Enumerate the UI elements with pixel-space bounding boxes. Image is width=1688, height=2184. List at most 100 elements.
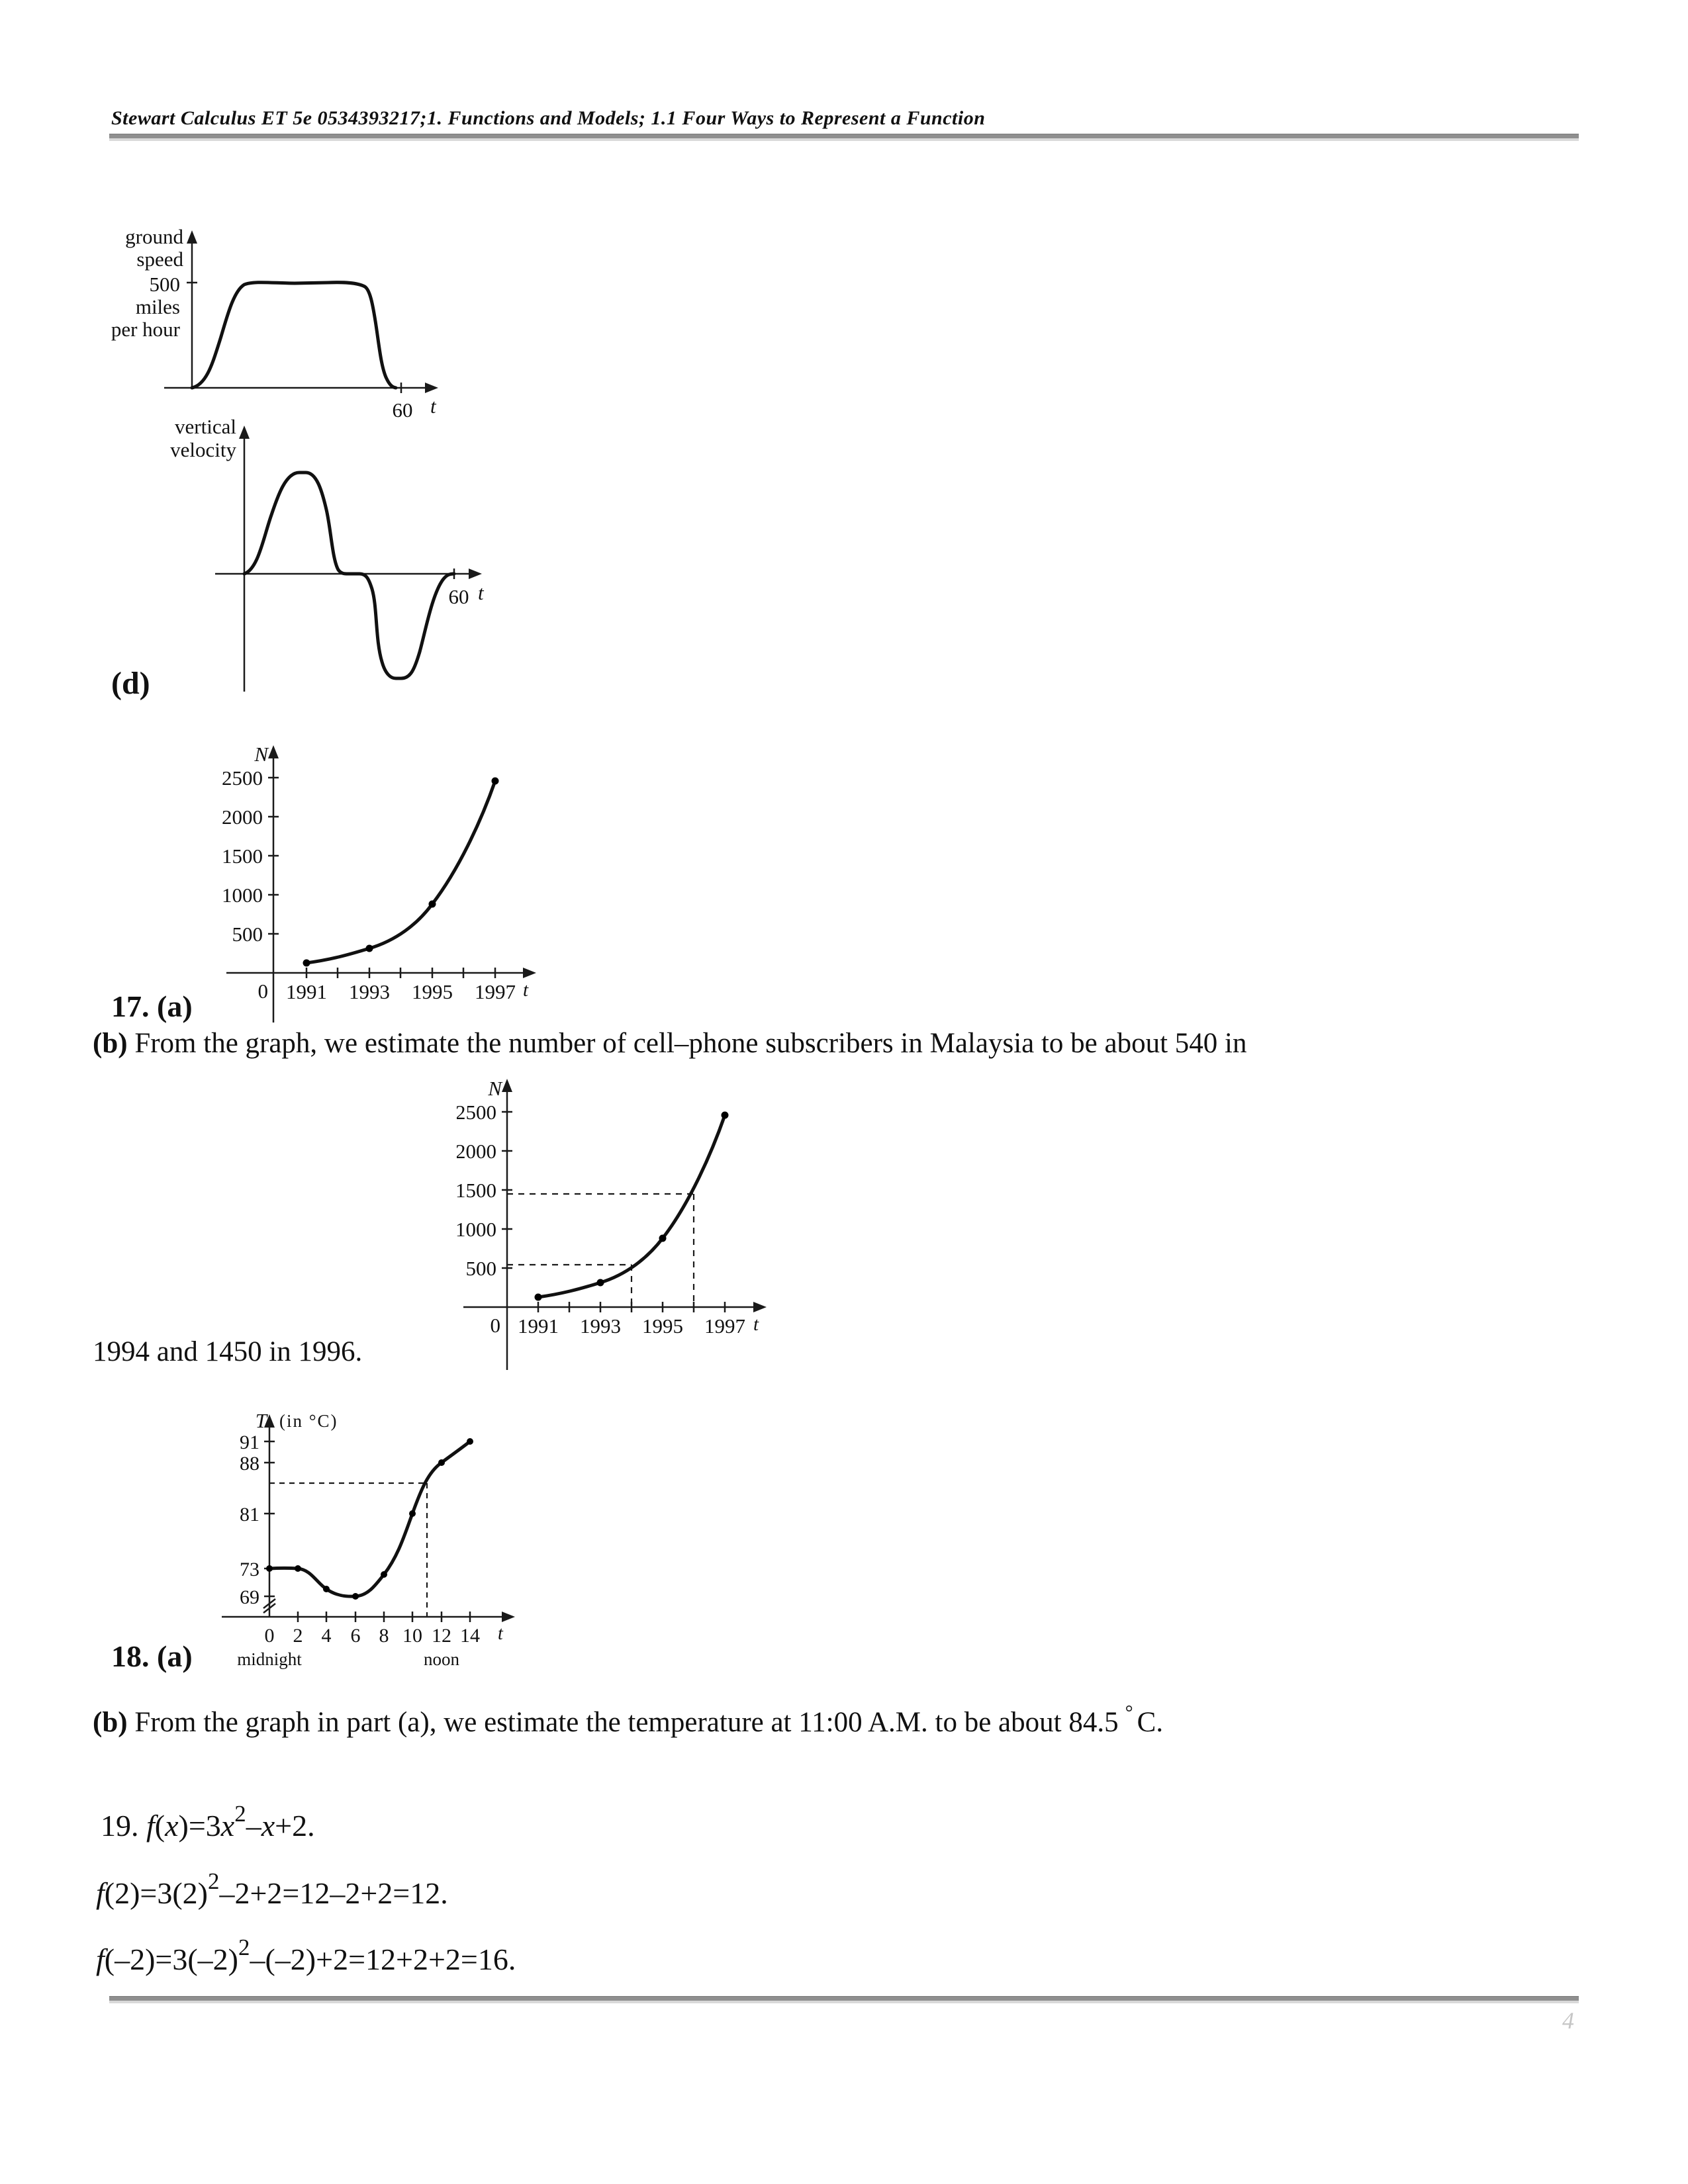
temperature-curve	[267, 1439, 472, 1598]
xtick-label: 60	[449, 585, 469, 608]
data-point	[534, 1293, 542, 1301]
ytick-label: 91	[240, 1432, 259, 1453]
item-17a-label: 17. (a)	[111, 989, 193, 1023]
footer-rule	[109, 1996, 1579, 2003]
data-point	[491, 777, 499, 785]
data-point	[266, 1565, 273, 1572]
ytick-label: 2500	[457, 1101, 496, 1124]
ytick-label: 88	[240, 1453, 259, 1475]
xtick-label: 8	[379, 1625, 389, 1647]
solution-17b-text: (b) From the graph, we estimate the numb…	[93, 1028, 1247, 1059]
data-point	[596, 1279, 604, 1287]
yaxis-label: speed	[136, 248, 183, 271]
xtick-label: 12	[432, 1625, 451, 1647]
formula-19: 19. f(x)=3x2–x+2.	[101, 1801, 315, 1843]
data-point	[295, 1565, 301, 1572]
page-header: Stewart Calculus ET 5e 0534393217;1. Fun…	[111, 107, 986, 129]
ytick-label: 1500	[222, 844, 263, 868]
ground-speed-curve	[190, 281, 398, 390]
xtick-label: 6	[351, 1625, 361, 1647]
page-number: 4	[1562, 2007, 1574, 2034]
yaxis-arrow	[264, 1414, 275, 1428]
degree-symbol: °	[1125, 1701, 1133, 1724]
formula-fneg2: f(–2)=3(–2)2–(–2)+2=12+2+2=16.	[96, 1934, 516, 1976]
xtick-label: 1991	[518, 1314, 559, 1338]
data-point	[323, 1586, 330, 1592]
yaxis-var: N	[487, 1077, 503, 1100]
xtick-label: 60	[393, 398, 413, 422]
ytick-label: 1000	[222, 884, 263, 907]
data-point	[381, 1571, 387, 1578]
part-b-label: (b)	[93, 1028, 128, 1059]
temperature-graph: T (in °C) 91 88 81 73 69 0 2 4 6 8 10 12…	[222, 1409, 515, 1669]
ytick-label: 69	[240, 1586, 259, 1608]
ytick-label: 2000	[222, 805, 263, 829]
header-rule	[109, 134, 1579, 141]
data-point	[438, 1459, 445, 1466]
data-point	[303, 959, 310, 967]
midnight-label: midnight	[237, 1649, 302, 1669]
origin-label: 0	[258, 979, 269, 1003]
data-point	[428, 900, 436, 908]
xtick-label: 4	[322, 1625, 332, 1647]
xaxis-var: t	[478, 581, 485, 604]
yaxis-arrow	[239, 426, 250, 439]
solution-17b-continuation: 1994 and 1450 in 1996.	[93, 1336, 363, 1367]
xtick-label: 1991	[286, 980, 327, 1003]
xaxis-var: t	[430, 394, 437, 418]
part-b-label: (b)	[93, 1707, 128, 1738]
ground-speed-graph: ground speed 500 miles per hour 60 t	[111, 225, 438, 422]
ytick-label: 500	[150, 273, 181, 296]
xaxis-arrow	[523, 968, 536, 978]
yaxis-unit: per hour	[111, 318, 181, 341]
yaxis-label: velocity	[170, 438, 236, 461]
noon-label: noon	[424, 1649, 460, 1669]
xaxis-arrow	[425, 383, 438, 393]
data-point	[409, 1510, 416, 1517]
xtick-label: 1995	[412, 980, 453, 1003]
yaxis-label: ground	[125, 225, 183, 248]
xtick-label: 1993	[580, 1314, 621, 1338]
yaxis-arrow	[502, 1079, 512, 1092]
data-point	[659, 1234, 667, 1242]
xtick-label: 1995	[642, 1314, 683, 1338]
subscribers-curve	[536, 1113, 727, 1299]
xtick-label: 2	[293, 1625, 303, 1647]
axis-break	[263, 1603, 276, 1614]
data-point	[365, 944, 373, 952]
subscribers-graph-b: N 2500 2000 1500 1000 500 0 1991 1993 19…	[457, 1077, 767, 1370]
axis-break	[263, 1598, 276, 1609]
ytick-label: 2000	[457, 1140, 496, 1163]
ytick-label: 1500	[457, 1179, 496, 1202]
ytick-label: 1000	[457, 1218, 496, 1241]
vertical-velocity-graph: vertical velocity 60 t	[170, 415, 485, 692]
xtick-label: 0	[265, 1625, 275, 1647]
origin-label: 0	[491, 1314, 501, 1337]
ytick-label: 500	[466, 1257, 497, 1280]
xaxis-var: t	[523, 979, 529, 1001]
xaxis-var: t	[498, 1623, 504, 1644]
yaxis-arrow	[187, 230, 197, 244]
xaxis-arrow	[469, 569, 482, 579]
yaxis-label: vertical	[175, 415, 236, 438]
xtick-label: 1993	[349, 980, 390, 1003]
solution-18b-text: (b) From the graph in part (a), we estim…	[93, 1701, 1164, 1738]
data-point	[467, 1438, 473, 1445]
subscribers-graph-a: N 2500 2000 1500 1000 500 0 1991 1993 19…	[222, 743, 536, 1023]
xaxis-var: t	[753, 1314, 759, 1335]
xtick-label: 14	[460, 1625, 480, 1647]
item-18a-label: 18. (a)	[111, 1639, 193, 1673]
ytick-label: 2500	[222, 766, 263, 790]
xtick-label: 10	[402, 1625, 422, 1647]
xaxis-arrow	[502, 1612, 515, 1622]
ytick-label: 73	[240, 1559, 259, 1580]
yaxis-var: N	[254, 743, 269, 766]
xtick-label: 1997	[704, 1314, 745, 1338]
yaxis-unit: (in °C)	[279, 1411, 338, 1431]
ytick-label: 81	[240, 1504, 259, 1525]
xtick-label: 1997	[475, 980, 516, 1003]
yaxis-arrow	[268, 745, 279, 758]
vertical-velocity-curve	[242, 471, 456, 680]
ytick-label: 500	[232, 923, 263, 946]
